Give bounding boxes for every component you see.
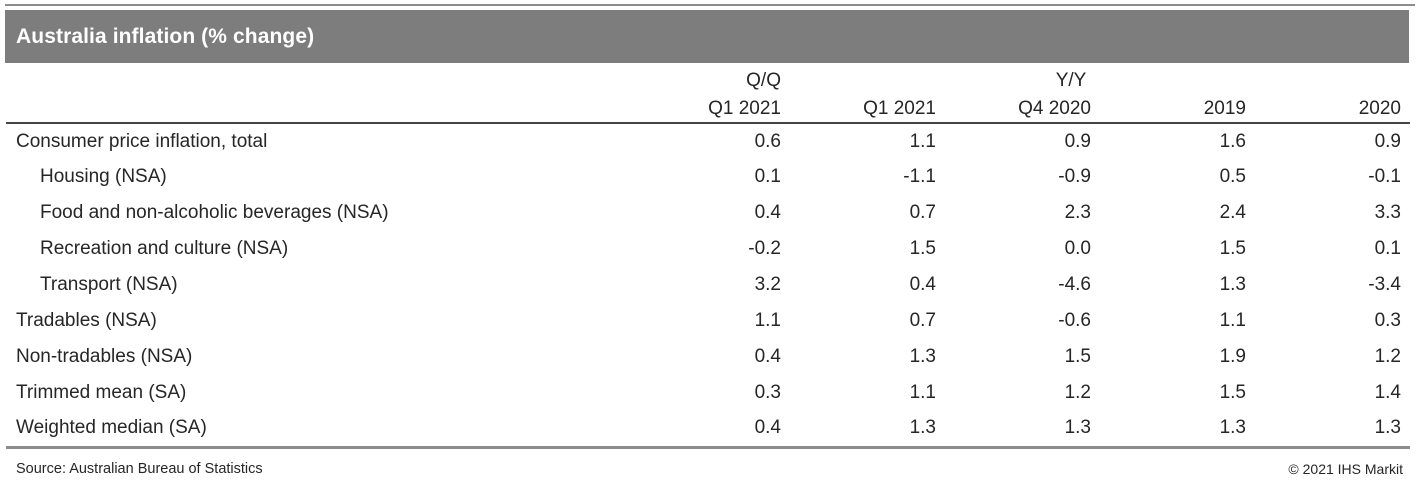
table-body: Consumer price inflation, total 0.6 1.1 0.9… [6, 123, 1410, 449]
cell-value: -0.1 [1368, 166, 1401, 187]
top-rule [5, 4, 1415, 6]
column-group-qq: Q/Q [746, 70, 781, 91]
table-title: Australia inflation (% change) [16, 25, 315, 48]
table-row: Tradables (NSA) 1.1 0.7 -0.6 1.1 0.3 [6, 303, 1410, 339]
cell-value: 0.4 [754, 202, 781, 223]
column-header-2020: 2020 [1255, 96, 1410, 124]
row-label: Housing (NSA) [40, 166, 167, 187]
cell-value: -0.9 [1058, 166, 1091, 187]
cell-value: 1.3 [909, 346, 936, 367]
cell-value: 2.4 [1219, 202, 1246, 223]
column-header-qq-q1-2021: Q1 2021 [635, 96, 790, 124]
cell-value: -1.1 [903, 166, 936, 187]
column-group-yy: Y/Y [1055, 70, 1087, 91]
row-label: Tradables (NSA) [16, 310, 157, 331]
cell-value: 0.3 [754, 382, 781, 403]
cell-value: 1.3 [790, 411, 945, 449]
cell-value: 1.1 [909, 130, 936, 152]
cell-value: 0.1 [754, 166, 781, 187]
column-header-yy-q4-2020: Q4 2020 [945, 96, 1100, 124]
cell-value: 1.5 [1219, 382, 1246, 403]
cell-value: 1.3 [945, 411, 1100, 449]
inflation-table: Q/Q Y/Y Q1 2021 Q1 2021 Q4 2020 2019 202… [6, 66, 1410, 449]
cell-value: 1.1 [909, 382, 936, 403]
cell-value: 0.6 [754, 130, 781, 152]
source-note: Source: Australian Bureau of Statistics [16, 461, 263, 477]
cell-value: 3.2 [754, 274, 781, 295]
cell-value: -0.2 [748, 238, 781, 259]
spacer-cell [6, 96, 635, 124]
cell-value: 1.1 [1219, 310, 1246, 331]
table-row: Housing (NSA) 0.1 -1.1 -0.9 0.5 -0.1 [6, 159, 1410, 195]
cell-value: 2.3 [1064, 202, 1091, 223]
table-row: Transport (NSA) 3.2 0.4 -4.6 1.3 -3.4 [6, 267, 1410, 303]
cell-value: 0.4 [754, 346, 781, 367]
cell-value: 3.3 [1374, 202, 1401, 223]
table-row: Food and non-alcoholic beverages (NSA) 0.… [6, 195, 1410, 231]
cell-value: 1.3 [1100, 411, 1255, 449]
column-group-header-row: Q/Q Y/Y [6, 66, 1410, 96]
row-label: Weighted median (SA) [6, 411, 635, 449]
cell-value: 0.3 [1374, 310, 1401, 331]
cell-value: -3.4 [1368, 274, 1401, 295]
copyright-note: © 2021 IHS Markit [1288, 461, 1403, 477]
cell-value: 1.6 [1219, 130, 1246, 152]
row-label: Transport (NSA) [40, 274, 178, 295]
cell-value: 1.3 [1255, 411, 1410, 449]
table-title-bar: Australia inflation (% change) [5, 10, 1409, 63]
table-row: Trimmed mean (SA) 0.3 1.1 1.2 1.5 1.4 [6, 375, 1410, 411]
cell-value: 0.7 [909, 310, 936, 331]
cell-value: 1.1 [754, 310, 781, 331]
cell-value: 1.9 [1219, 346, 1246, 367]
cell-value: 0.4 [909, 274, 936, 295]
row-label: Consumer price inflation, total [16, 130, 268, 152]
cell-value: 0.9 [1064, 130, 1091, 152]
cell-value: 0.1 [1374, 238, 1401, 259]
cell-value: -4.6 [1058, 274, 1091, 295]
row-label: Trimmed mean (SA) [16, 382, 187, 403]
table-row: Weighted median (SA) 0.4 1.3 1.3 1.3 1.3 [6, 411, 1410, 449]
cell-value: 1.5 [1219, 238, 1246, 259]
table-row: Consumer price inflation, total 0.6 1.1 0.9… [6, 123, 1410, 159]
cell-value: 0.4 [635, 411, 790, 449]
cell-value: 0.0 [1064, 238, 1091, 259]
table-row: Non-tradables (NSA) 0.4 1.3 1.5 1.9 1.2 [6, 339, 1410, 375]
column-header-row: Q1 2021 Q1 2021 Q4 2020 2019 2020 [6, 96, 1410, 124]
cell-value: 1.5 [1064, 346, 1091, 367]
cell-value: 0.5 [1219, 166, 1246, 187]
row-label: Recreation and culture (NSA) [40, 238, 289, 259]
spacer-cell [6, 66, 635, 96]
cell-value: 1.4 [1374, 382, 1401, 403]
table-row: Recreation and culture (NSA) -0.2 1.5 0.0 1.… [6, 231, 1410, 267]
cell-value: 1.2 [1064, 382, 1091, 403]
cell-value: 0.7 [909, 202, 936, 223]
column-header-yy-q1-2021: Q1 2021 [790, 96, 945, 124]
cell-value: 0.9 [1374, 130, 1401, 152]
column-header-2019: 2019 [1100, 96, 1255, 124]
cell-value: 1.5 [909, 238, 936, 259]
cell-value: -0.6 [1058, 310, 1091, 331]
cell-value: 1.2 [1374, 346, 1401, 367]
cell-value: 1.3 [1219, 274, 1246, 295]
row-label: Non-tradables (NSA) [16, 346, 193, 367]
row-label: Food and non-alcoholic beverages (NSA) [40, 202, 389, 223]
